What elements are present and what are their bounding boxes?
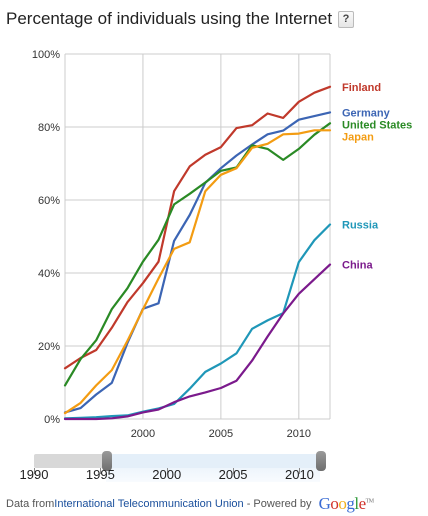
legend-label-japan: Japan bbox=[342, 131, 374, 143]
slider-right-handle[interactable] bbox=[316, 451, 326, 471]
x-tick-label: 2000 bbox=[131, 428, 155, 440]
slider-left-handle[interactable] bbox=[102, 451, 112, 471]
footer: Data from International Telecommunicatio… bbox=[6, 494, 374, 514]
slider-year-label: 1990 bbox=[19, 467, 49, 482]
slider-tick bbox=[34, 468, 35, 474]
trademark: TM bbox=[365, 498, 375, 505]
legend-label-united-states: United States bbox=[342, 119, 412, 131]
google-logo-letter: g bbox=[346, 494, 355, 513]
help-button[interactable]: ? bbox=[338, 10, 355, 28]
google-logo-letter: o bbox=[338, 494, 347, 513]
x-tick-label: 2010 bbox=[287, 428, 311, 440]
series-line-finland[interactable] bbox=[63, 85, 332, 370]
y-tick-label: 40% bbox=[38, 268, 60, 280]
title-row: Percentage of individuals using the Inte… bbox=[6, 8, 355, 30]
series-line-united-states[interactable] bbox=[63, 122, 332, 387]
series-line-russia[interactable] bbox=[63, 223, 332, 420]
grid bbox=[64, 53, 331, 420]
slider-tick bbox=[233, 468, 235, 474]
legend-label-germany: Germany bbox=[342, 107, 391, 119]
slider-selection[interactable] bbox=[106, 454, 320, 468]
slider-year-label: 2000 bbox=[152, 467, 182, 482]
series-line-japan[interactable] bbox=[63, 129, 332, 415]
legend-label-russia: Russia bbox=[342, 219, 379, 231]
legend-label-china: China bbox=[342, 260, 373, 272]
y-tick-label: 20% bbox=[38, 341, 60, 353]
footer-separator: - Powered by bbox=[243, 498, 315, 510]
x-tick-label: 2005 bbox=[209, 428, 233, 440]
google-logo-letter: l bbox=[354, 494, 359, 513]
range-slider[interactable]: 1990 1995 2000 2005 2010 bbox=[20, 450, 326, 484]
google-logo-letter: e bbox=[358, 494, 367, 513]
y-tick-label: 80% bbox=[38, 122, 60, 134]
chart: 0% 20% 40% 60% 80% 100% 2000 2005 2010 Finland Ge… bbox=[32, 49, 412, 440]
slider-tick bbox=[100, 468, 102, 474]
google-logo[interactable]: GoogleTM bbox=[318, 494, 375, 514]
y-tick-label: 100% bbox=[32, 49, 60, 61]
y-tick-label: 0% bbox=[44, 414, 60, 426]
series-lines[interactable] bbox=[63, 85, 332, 421]
chart-title: Percentage of individuals using the Inte… bbox=[6, 9, 333, 28]
axis-ticks: 0% 20% 40% 60% 80% 100% 2000 2005 2010 bbox=[32, 49, 311, 440]
series-line-china[interactable] bbox=[63, 263, 332, 421]
google-logo-letter: o bbox=[330, 494, 339, 513]
series-line-germany[interactable] bbox=[63, 111, 332, 414]
y-tick-label: 60% bbox=[38, 195, 60, 207]
slider-selection-lower bbox=[106, 468, 320, 482]
legend-label-finland: Finland bbox=[342, 82, 381, 94]
slider-tick bbox=[166, 468, 168, 474]
google-logo-letter: G bbox=[318, 494, 331, 513]
slider-year-label: 2010 bbox=[284, 467, 314, 482]
slider-year-label: 2005 bbox=[218, 467, 248, 482]
footer-prefix: Data from bbox=[6, 498, 55, 510]
slider-tick bbox=[299, 468, 301, 474]
itu-link[interactable]: International Telecommunication Union bbox=[54, 498, 244, 510]
slider-year-label: 1995 bbox=[85, 467, 115, 482]
